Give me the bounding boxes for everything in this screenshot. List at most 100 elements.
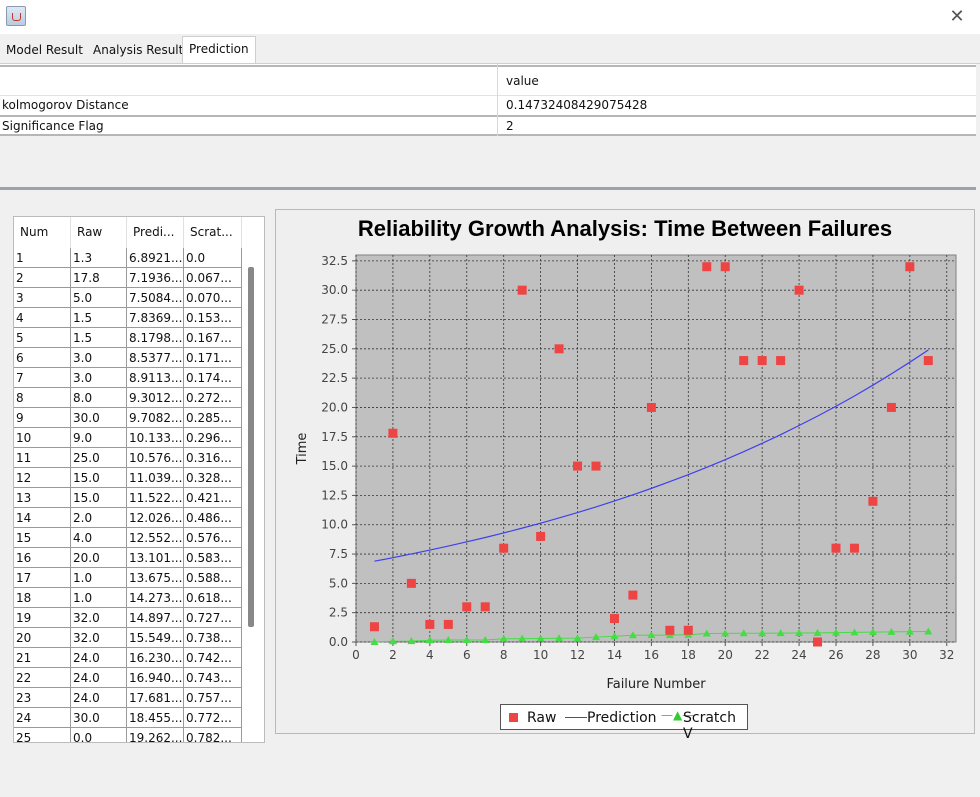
table-row[interactable]: 23 24.0 17.681... 0.757...: [14, 688, 242, 708]
table-row[interactable]: 5 1.5 8.1798... 0.167...: [14, 328, 242, 348]
raw-point: [573, 461, 583, 471]
table-row[interactable]: 15 4.0 12.552... 0.576...: [14, 528, 242, 548]
table-cell: 18: [14, 588, 71, 608]
column-header-prediction[interactable]: Predi...: [127, 217, 184, 248]
table-cell: 8.0: [71, 388, 127, 408]
table-row[interactable]: 9 30.0 9.7082... 0.285...: [14, 408, 242, 428]
table-row[interactable]: 7 3.0 8.9113... 0.174...: [14, 368, 242, 388]
column-header-num[interactable]: Num: [14, 217, 71, 248]
table-cell: 16: [14, 548, 71, 568]
table-row[interactable]: 22 24.0 16.940... 0.743...: [14, 668, 242, 688]
scratch-point: [592, 633, 600, 641]
table-cell: 24: [14, 708, 71, 728]
table-row[interactable]: 18 1.0 14.273... 0.618...: [14, 588, 242, 608]
vertical-scrollbar[interactable]: [248, 267, 254, 627]
scratch-point: [425, 636, 434, 644]
reliability-chart: Reliability Growth Analysis: Time Betwee…: [295, 216, 957, 692]
table-row[interactable]: 17 1.0 13.675... 0.588...: [14, 568, 242, 588]
table-row[interactable]: 2 17.8 7.1936... 0.067...: [14, 268, 242, 288]
column-header-raw[interactable]: Raw: [71, 217, 127, 248]
tab-model-result[interactable]: Model Result: [6, 43, 83, 57]
table-cell: 3.0: [71, 348, 127, 368]
tab-prediction[interactable]: Prediction: [182, 36, 256, 63]
table-cell: 11.522...: [127, 488, 184, 508]
table-cell: 8.5377...: [127, 348, 184, 368]
raw-point: [609, 614, 619, 624]
table-cell: 0.171...: [184, 348, 242, 368]
table-row[interactable]: 24 30.0 18.455... 0.772...: [14, 708, 242, 728]
table-cell: 15.0: [71, 468, 127, 488]
table-cell: 21: [14, 648, 71, 668]
table-row[interactable]: 25 0.0 19.262... 0.782...: [14, 728, 242, 742]
scratch-point: [555, 634, 564, 642]
table-cell: 30.0: [71, 708, 127, 728]
table-row[interactable]: 20 32.0 15.549... 0.738...: [14, 628, 242, 648]
scratch-point: [739, 629, 748, 637]
table-row[interactable]: 4 1.5 7.8369... 0.153...: [14, 308, 242, 328]
table-cell: 32.0: [71, 608, 127, 628]
table-row[interactable]: 11 25.0 10.576... 0.316...: [14, 448, 242, 468]
table-row[interactable]: 6 3.0 8.5377... 0.171...: [14, 348, 242, 368]
y-tick-label: 27.5: [321, 313, 348, 327]
table-cell: 23: [14, 688, 71, 708]
table-row[interactable]: 1 1.3 6.8921... 0.0: [14, 248, 242, 268]
table-row[interactable]: kolmogorov Distance 0.14732408429075428: [0, 95, 976, 115]
scratch-point: [370, 638, 379, 645]
table-cell: 2: [14, 268, 71, 288]
chart-title: Reliability Growth Analysis: Time Betwee…: [358, 216, 892, 241]
table-cell: 22: [14, 668, 71, 688]
table-cell: 17: [14, 568, 71, 588]
table-cell: 1.5: [71, 308, 127, 328]
scratch-point: [518, 634, 527, 642]
table-cell: 0.738...: [184, 628, 242, 648]
table-row[interactable]: 12 15.0 11.039... 0.328...: [14, 468, 242, 488]
split-pane-divider[interactable]: [0, 187, 976, 190]
legend-raw-label: Raw: [527, 710, 557, 726]
chart-legend: Raw Prediction —▲— Scratch V: [500, 704, 748, 742]
raw-point: [388, 428, 398, 438]
scratch-point: [832, 628, 840, 636]
close-icon[interactable]: ✕: [949, 6, 965, 27]
table-row[interactable]: 13 15.0 11.522... 0.421...: [14, 488, 242, 508]
table-row[interactable]: 10 9.0 10.133... 0.296...: [14, 428, 242, 448]
table-cell: 17.681...: [127, 688, 184, 708]
y-tick-label: 17.5: [321, 430, 348, 444]
table-cell: 12: [14, 468, 71, 488]
table-row[interactable]: 8 8.0 9.3012... 0.272...: [14, 388, 242, 408]
table-row[interactable]: 16 20.0 13.101... 0.583...: [14, 548, 242, 568]
table-cell: 0.486...: [184, 508, 242, 528]
scratch-point: [647, 631, 656, 639]
table-row[interactable]: 19 32.0 14.897... 0.727...: [14, 608, 242, 628]
tab-divider: [0, 63, 980, 64]
table-row[interactable]: 14 2.0 12.026... 0.486...: [14, 508, 242, 528]
prediction-table: Num Raw Predi... Scrat... 1 1.3 6.8921... 0…: [13, 216, 265, 743]
column-header-scratch[interactable]: Scrat...: [184, 217, 242, 248]
table-cell: 9.3012...: [127, 388, 184, 408]
table-row[interactable]: 21 24.0 16.230... 0.742...: [14, 648, 242, 668]
table-cell: 0.0: [71, 728, 127, 742]
x-tick-label: 22: [755, 648, 770, 662]
table-cell: 8.1798...: [127, 328, 184, 348]
tab-bar: Model Result Analysis Result Prediction: [0, 36, 980, 63]
table-cell: 30.0: [71, 408, 127, 428]
table-cell: 0.742...: [184, 648, 242, 668]
table-cell: 7.8369...: [127, 308, 184, 328]
table-row[interactable]: Significance Flag 2: [0, 116, 976, 136]
table-row[interactable]: 3 5.0 7.5084... 0.070...: [14, 288, 242, 308]
scratch-point: [924, 627, 933, 635]
y-axis-label: Time: [295, 433, 310, 466]
raw-point: [886, 402, 896, 412]
table-cell: 0.328...: [184, 468, 242, 488]
table-cell: 24.0: [71, 688, 127, 708]
y-tick-label: 15.0: [321, 459, 348, 473]
table-cell: 4.0: [71, 528, 127, 548]
significance-value: 2: [506, 119, 514, 133]
x-tick-label: 6: [463, 648, 471, 662]
x-axis-label: Failure Number: [606, 677, 706, 692]
tab-analysis-result[interactable]: Analysis Result: [93, 43, 184, 57]
x-tick-label: 8: [500, 648, 508, 662]
x-tick-label: 4: [426, 648, 434, 662]
table-cell: 19.262...: [127, 728, 184, 742]
scratch-point: [536, 634, 545, 642]
table-cell: 1.0: [71, 588, 127, 608]
